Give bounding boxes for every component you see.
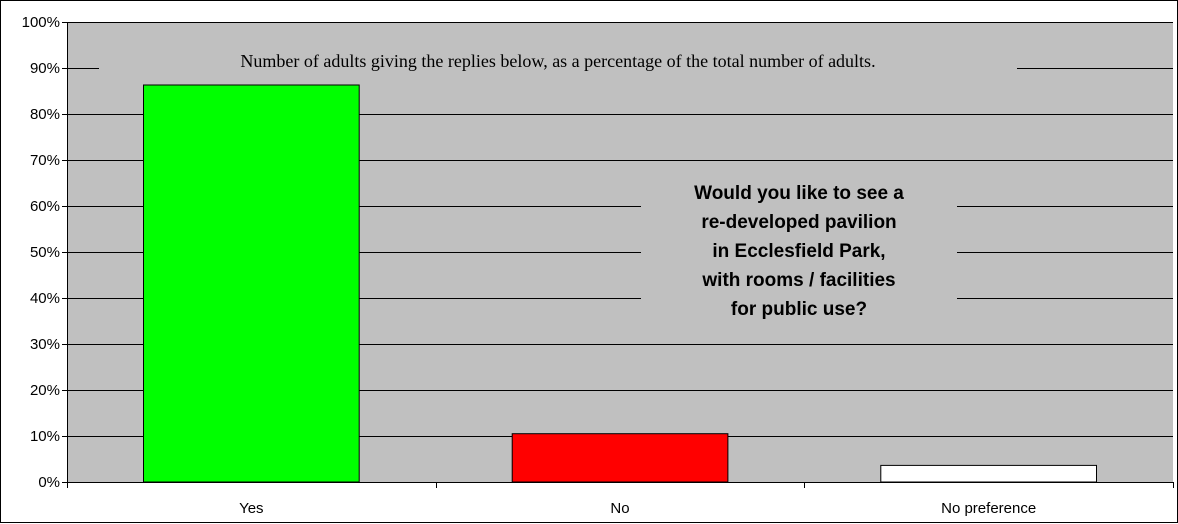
question-line: Would you like to see a xyxy=(694,183,904,204)
y-tick-label: 0% xyxy=(38,474,60,491)
x-category-label: No preference xyxy=(941,500,1036,517)
y-tick-label: 30% xyxy=(30,336,60,353)
y-tick-label: 40% xyxy=(30,290,60,307)
y-tick-label: 20% xyxy=(30,382,60,399)
y-tick-label: 50% xyxy=(30,244,60,261)
axes xyxy=(67,22,1174,488)
bar-no-preference xyxy=(880,464,1097,483)
chart-subtitle: Number of adults giving the replies belo… xyxy=(240,51,875,71)
bar-yes xyxy=(143,84,360,483)
x-axis-categories: Yes No No preference xyxy=(239,500,1036,517)
question-background xyxy=(641,173,957,323)
y-tick-label: 60% xyxy=(30,198,60,215)
question-line: with rooms / facilities xyxy=(701,270,895,291)
y-tick-label: 100% xyxy=(22,14,60,31)
y-axis-ticks: 0% 10% 20% 30% 40% 50% 60% 70% 80% 90% 100% xyxy=(22,14,67,491)
question-line: in Ecclesfield Park, xyxy=(712,241,885,262)
subtitle-background xyxy=(99,47,1017,79)
question-line: for public use? xyxy=(731,299,867,320)
question-line: re-developed pavilion xyxy=(701,212,896,233)
subtitle-annotation: Number of adults giving the replies belo… xyxy=(99,47,1017,79)
bars xyxy=(143,84,1097,483)
y-tick-label: 80% xyxy=(30,106,60,123)
question-annotation: Would you like to see a re-developed pavi… xyxy=(641,173,957,323)
y-tick-label: 70% xyxy=(30,152,60,169)
x-category-label: No xyxy=(610,500,629,517)
x-category-label: Yes xyxy=(239,500,263,517)
bar-no xyxy=(511,433,729,483)
y-tick-label: 90% xyxy=(30,60,60,77)
y-tick-label: 10% xyxy=(30,428,60,445)
